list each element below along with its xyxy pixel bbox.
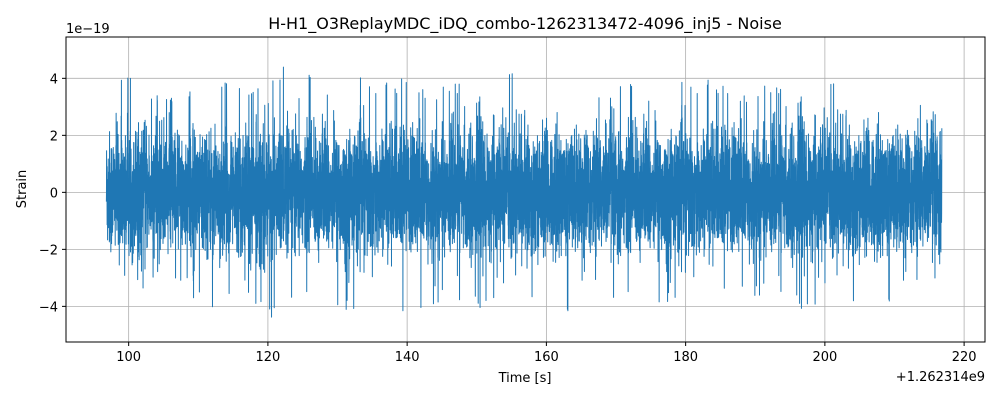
- y-tick-label: 2: [50, 129, 58, 144]
- plot-frame: [65, 36, 986, 343]
- x-tick-label: 120: [255, 350, 280, 365]
- y-tick-label: 0: [50, 186, 58, 201]
- x-offset-label: +1.262314e9: [896, 370, 985, 385]
- x-tick-label: 160: [534, 350, 559, 365]
- strain-series-line: [105, 66, 943, 318]
- x-axis-label: Time [s]: [498, 371, 552, 386]
- y-axis: −4 −2 0 2 4: [39, 72, 66, 315]
- y-tick-label: −4: [39, 300, 58, 315]
- x-tick-label: 200: [812, 350, 837, 365]
- x-tick-label: 100: [116, 350, 141, 365]
- x-tick-label: 140: [395, 350, 420, 365]
- y-tick-label: 4: [50, 72, 58, 87]
- x-axis: 100 120 140 160 180 200 220: [116, 342, 977, 365]
- chart-title: H-H1_O3ReplayMDC_iDQ_combo-1262313472-40…: [268, 14, 782, 34]
- y-tick-label: −2: [39, 243, 58, 258]
- y-axis-label: Strain: [15, 170, 30, 209]
- plot-area: [105, 66, 943, 318]
- y-scale-label: 1e−19: [66, 22, 110, 37]
- x-tick-label: 180: [673, 350, 698, 365]
- x-tick-label: 220: [952, 350, 977, 365]
